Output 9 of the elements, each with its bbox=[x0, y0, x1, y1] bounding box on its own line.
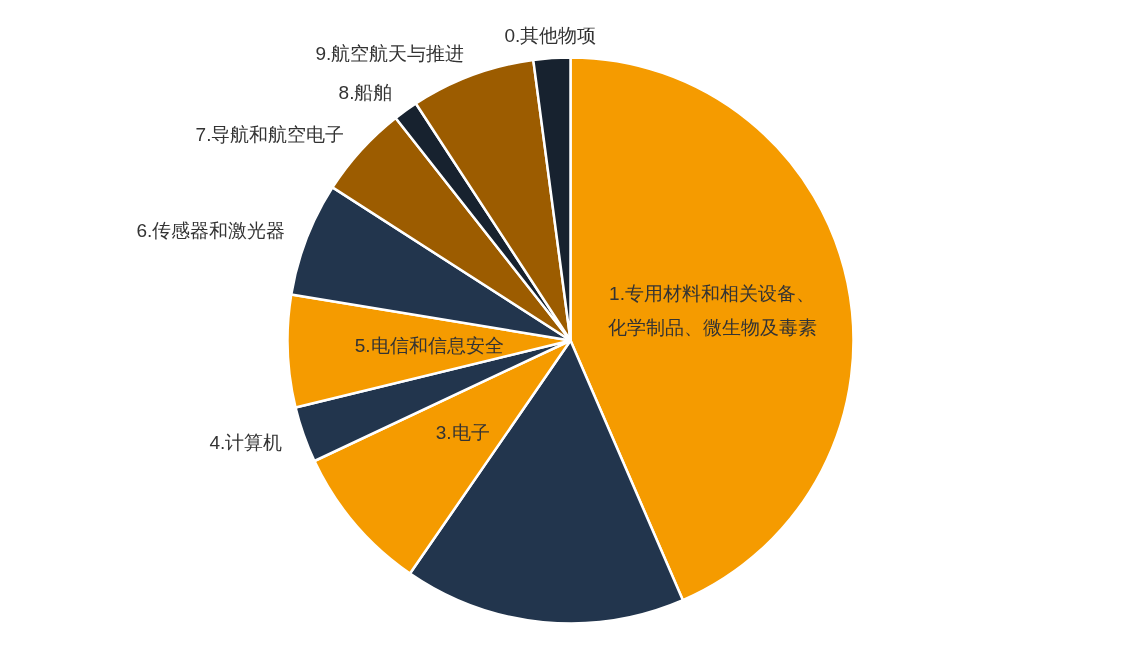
slice-label: 1.专用材料和相关设备、化学制品、微生物及毒素 bbox=[607, 283, 817, 338]
slice-label: 7.导航和航空电子 bbox=[195, 124, 345, 146]
slice-label: 4.计算机 bbox=[209, 431, 283, 453]
slice-label: 8.船舶 bbox=[338, 81, 393, 103]
slice-label: 0.其他物项 bbox=[504, 25, 597, 47]
slice-label: 3.电子 bbox=[435, 421, 490, 443]
slice-label: 6.传感器和激光器 bbox=[136, 220, 286, 242]
slice-label: 5.电信和信息安全 bbox=[354, 335, 504, 357]
slice-label: 9.航空航天与推进 bbox=[315, 43, 465, 65]
